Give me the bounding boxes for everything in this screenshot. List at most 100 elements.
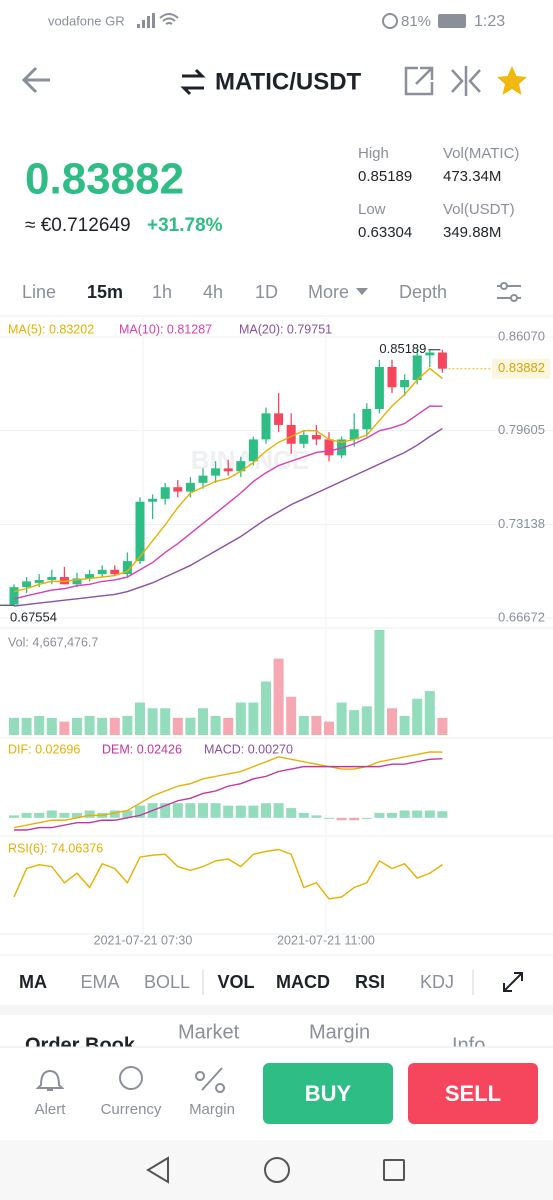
action-label[interactable]: Margin xyxy=(189,1101,235,1118)
candle-body xyxy=(362,408,372,430)
macd-bar xyxy=(198,803,208,818)
interval-tab[interactable]: Line xyxy=(22,282,56,302)
macd-bar xyxy=(135,805,145,818)
indicator-tab[interactable]: EMA xyxy=(80,972,119,992)
action-label[interactable]: Alert xyxy=(35,1101,67,1118)
back-button[interactable] xyxy=(21,66,50,94)
candle-body xyxy=(85,574,95,579)
y-tick-label: 0.66672 xyxy=(498,609,545,624)
candle-body xyxy=(374,366,384,409)
volume-bar xyxy=(324,721,334,735)
buy-button[interactable] xyxy=(263,1063,393,1124)
volume-bar xyxy=(349,710,360,735)
interval-tab[interactable]: 15m xyxy=(87,282,123,302)
macd-label: DIF: 0.02696 xyxy=(8,742,80,756)
macd-bar xyxy=(235,805,246,818)
candle-body xyxy=(135,501,145,562)
ma-line xyxy=(13,367,443,593)
macd-bar xyxy=(59,812,70,818)
macd-bar xyxy=(21,812,32,818)
indicator-tab[interactable]: MACD xyxy=(276,972,330,992)
section-tab[interactable]: Market xyxy=(178,1021,240,1043)
volume-bar xyxy=(248,702,259,735)
compare-icon[interactable] xyxy=(451,66,481,96)
indicator-tab[interactable]: VOL xyxy=(217,972,254,992)
volume-bar xyxy=(437,717,448,735)
indicator-tab[interactable]: BOLL xyxy=(144,972,190,992)
fiat-price: ≈ €0.712649 xyxy=(25,215,131,236)
alert-icon[interactable] xyxy=(35,1069,65,1091)
nav-recent[interactable] xyxy=(383,1159,405,1181)
pair-title[interactable]: MATIC/USDT xyxy=(215,68,362,95)
fullscreen-icon[interactable] xyxy=(503,972,523,992)
section-tab[interactable]: Margin xyxy=(309,1021,370,1043)
currency-icon[interactable] xyxy=(119,1066,143,1090)
last-price: 0.83882 xyxy=(25,155,184,204)
candle-body xyxy=(387,366,397,388)
volume-bar xyxy=(273,658,284,735)
interval-tab[interactable]: 1h xyxy=(152,282,172,302)
volume-bar xyxy=(172,717,183,735)
volume-bar xyxy=(361,706,372,735)
macd-bar xyxy=(273,803,284,818)
volume-bar xyxy=(147,708,158,735)
macd-bar xyxy=(172,803,183,818)
volume-bar xyxy=(412,698,423,735)
wifi-icon xyxy=(159,13,179,25)
candle-body xyxy=(299,435,309,444)
indicator-tab[interactable]: RSI xyxy=(355,972,385,992)
candle-body xyxy=(47,577,57,580)
indicator-tabs: MA EMA BOLL VOL MACD RSI KDJ xyxy=(19,972,454,992)
macd-bar xyxy=(424,810,435,818)
settings-icon[interactable] xyxy=(497,282,521,302)
sell-button[interactable] xyxy=(408,1063,538,1124)
interval-tab[interactable]: Depth xyxy=(399,282,447,302)
macd-bar xyxy=(122,810,133,818)
macd-bar xyxy=(324,817,334,819)
change-percent: +31.78% xyxy=(147,215,223,236)
candle-body xyxy=(261,413,271,440)
macd-bar xyxy=(336,817,347,821)
sell-label[interactable]: SELL xyxy=(445,1081,501,1106)
candle-body xyxy=(286,424,296,444)
macd-bar xyxy=(210,803,221,818)
candle-body xyxy=(185,482,195,492)
candle-body xyxy=(274,413,284,425)
volume-bar xyxy=(59,721,70,735)
candle-body xyxy=(34,579,44,583)
macd-bar xyxy=(361,817,372,819)
volume-bar xyxy=(21,717,32,735)
volume-bar xyxy=(9,717,19,735)
dropdown-caret xyxy=(356,288,368,295)
volume-bar xyxy=(399,715,410,735)
favorite-star[interactable] xyxy=(497,66,527,95)
candle-body xyxy=(425,352,435,356)
action-label[interactable]: Currency xyxy=(101,1101,162,1118)
interval-tab[interactable]: 1D xyxy=(255,282,278,302)
stat-value: 0.85189 xyxy=(358,168,412,185)
nav-back[interactable] xyxy=(146,1156,169,1184)
volume-bar xyxy=(97,717,108,735)
indicator-tab[interactable]: MA xyxy=(19,972,47,992)
interval-tab[interactable]: More xyxy=(308,282,349,302)
indicator-tab[interactable]: KDJ xyxy=(420,972,454,992)
macd-bar xyxy=(387,812,397,818)
volume-bar xyxy=(387,708,397,735)
volume-bar xyxy=(84,715,95,735)
volume-bar xyxy=(336,702,347,735)
x-tick-label: 2021-07-21 07:30 xyxy=(94,933,193,947)
candle-body xyxy=(9,587,19,605)
battery-icon xyxy=(438,14,466,28)
interval-tab[interactable]: 4h xyxy=(203,282,223,302)
stat-label: Vol(MATIC) xyxy=(443,145,519,162)
volume-bar xyxy=(72,717,82,735)
macd-bar xyxy=(311,815,322,818)
buy-label[interactable]: BUY xyxy=(305,1081,352,1106)
share-icon[interactable] xyxy=(404,66,434,96)
last-price-tag xyxy=(492,358,550,379)
margin-icon[interactable] xyxy=(195,1067,226,1093)
kline-chart: BINANCE0.860700.796050.731380.66672MA(5)… xyxy=(0,318,553,947)
nav-home[interactable] xyxy=(264,1157,290,1183)
macd-bar xyxy=(84,810,95,818)
volume-bar xyxy=(210,715,221,735)
